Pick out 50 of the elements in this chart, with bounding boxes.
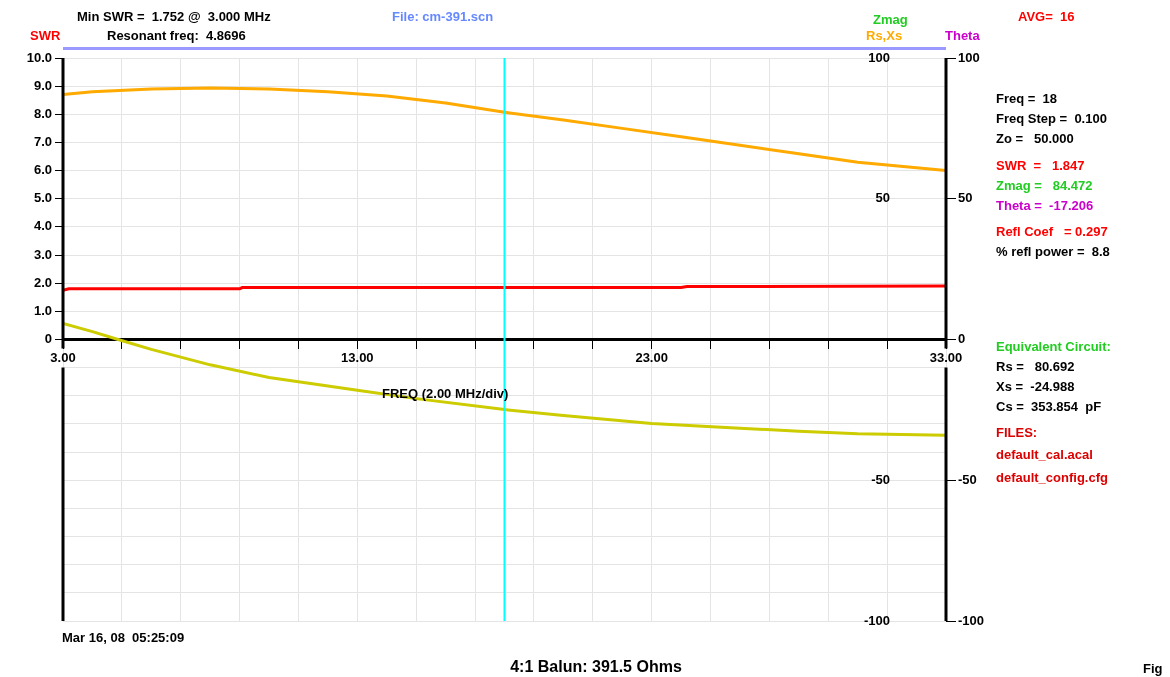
y2-tick-label: 100 <box>868 49 890 65</box>
text: SWR = 1.847 <box>996 158 1085 174</box>
text: Rs = 80.692 <box>996 359 1075 375</box>
y2-tick-label: -50 <box>871 471 890 487</box>
x-tick-label: 23.00 <box>635 349 668 365</box>
text: Xs = -24.988 <box>996 379 1075 395</box>
y-tick-label: 3.0 <box>33 246 52 262</box>
text: Min SWR = 1.752 @ 3.000 MHz <box>77 9 272 25</box>
y-tick-label: 1.0 <box>33 302 52 318</box>
y-tick-label: 7.0 <box>33 134 52 150</box>
text: Zmag <box>873 12 908 28</box>
y2-tick-label: 50 <box>875 190 890 206</box>
text: Refl Coef = 0.297 <box>996 224 1108 240</box>
y-tick-label: 2.0 <box>33 274 52 290</box>
y2-axis-title: Rs,Xs <box>866 28 903 44</box>
y-tick-label: 5.0 <box>33 190 52 206</box>
text: AVG= 16 <box>1018 9 1075 25</box>
x-tick-label: 33.00 <box>929 349 963 365</box>
y3-tick-label: 0 <box>958 331 966 347</box>
text: default_config.cfg <box>996 470 1109 486</box>
x-tick-label: 3.00 <box>50 349 76 365</box>
text: FILES: <box>996 425 1038 441</box>
text: Fig <box>1143 661 1163 677</box>
text: 4:1 Balun: 391.5 Ohms <box>510 658 682 676</box>
text: Theta = -17.206 <box>996 198 1094 214</box>
y-tick-label: 8.0 <box>33 105 52 121</box>
y-axis-title: SWR <box>30 28 61 44</box>
y3-tick-label: 100 <box>958 49 980 65</box>
x-tick-label: 13.00 <box>341 349 374 365</box>
text: Mar 16, 08 05:25:09 <box>62 630 185 646</box>
text: Resonant freq: 4.8696 <box>107 28 246 44</box>
text: Equivalent Circuit: <box>996 339 1111 355</box>
text: Freq Step = 0.100 <box>996 111 1107 127</box>
text: Zo = 50.000 <box>996 131 1074 147</box>
text: % refl power = 8.8 <box>996 244 1110 260</box>
y-tick-label: 6.0 <box>33 162 52 178</box>
y-tick-label: 10.0 <box>26 49 52 65</box>
y3-axis-title: Theta <box>945 28 981 44</box>
y2-tick-label: -100 <box>863 612 890 628</box>
y3-tick-label: -50 <box>958 471 977 487</box>
text: Cs = 353.854 pF <box>996 399 1102 415</box>
y3-tick-label: 50 <box>958 190 973 206</box>
text: Zmag = 84.472 <box>996 178 1093 194</box>
y3-tick-label: -100 <box>958 612 985 628</box>
y-tick-label: 9.0 <box>33 77 52 93</box>
y-tick-label: 4.0 <box>33 218 52 234</box>
text: File: cm-391.scn <box>392 9 494 25</box>
text: Freq = 18 <box>996 91 1058 107</box>
y-tick-label: 0 <box>44 331 52 347</box>
text: default_cal.acal <box>996 447 1093 463</box>
